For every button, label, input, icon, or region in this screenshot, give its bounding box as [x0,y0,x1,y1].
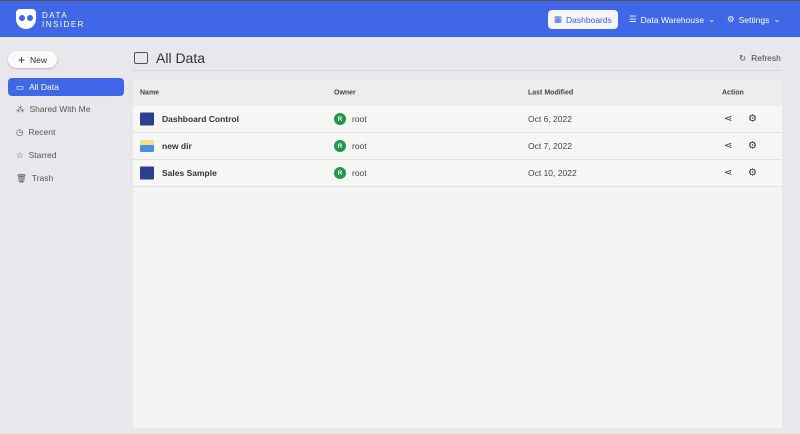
data-table: Name Owner Last Modified Action Dashboar… [133,80,782,428]
column-owner[interactable]: Owner [334,89,356,97]
star-icon: ☆ [16,149,24,160]
sidebar-item-label: Trash [31,173,54,183]
avatar: R [334,113,346,125]
share-icon[interactable]: ⋖ [724,140,733,152]
folder-icon [140,140,154,152]
new-button[interactable]: + New [8,51,57,68]
column-action: Action [722,89,744,97]
share-icon: ⁂ [16,103,25,114]
dashboard-icon [140,166,154,180]
trash-icon: 🗑 [16,172,27,183]
clock-icon: ◷ [16,126,24,137]
nav-label: Dashboards [566,14,612,25]
brand-line1: DATA [42,11,69,20]
nav-data-warehouse[interactable]: ☰ Data Warehouse ⌄ [623,10,721,29]
share-icon[interactable]: ⋖ [724,167,733,179]
gear-icon: ⚙ [727,14,735,24]
avatar: R [334,140,346,152]
share-icon[interactable]: ⋖ [724,113,733,125]
owner-name: root [352,141,367,151]
refresh-icon: ↻ [739,53,747,63]
database-icon: ☰ [629,14,637,24]
item-name[interactable]: Sales Sample [162,168,217,178]
divider [133,70,782,71]
nav-label: Data Warehouse [640,14,705,25]
last-modified: Oct 10, 2022 [528,168,577,178]
brand-line2: INSIDER [42,20,85,29]
owner-name: root [352,114,367,124]
nav-dashboards[interactable]: ▦ Dashboards [548,10,618,29]
plus-icon: + [17,52,25,67]
gear-icon[interactable]: ⚙ [748,140,757,152]
sidebar-item-label: Shared With Me [29,104,91,114]
sidebar-item-trash[interactable]: 🗑 Trash [8,169,124,187]
column-last-modified[interactable]: Last Modified [528,89,574,97]
table-row[interactable]: Sales Sample R root Oct 10, 2022 ⋖ ⚙ [133,160,782,187]
avatar: R [334,167,346,179]
chevron-down-icon: ⌄ [773,14,781,24]
item-name[interactable]: Dashboard Control [162,114,239,124]
item-name[interactable]: new dir [162,141,192,151]
sidebar-item-shared-with-me[interactable]: ⁂ Shared With Me [8,100,124,118]
table-row[interactable]: new dir R root Oct 7, 2022 ⋖ ⚙ [133,133,782,160]
nav-label: Settings [738,14,770,25]
sidebar-item-all-data[interactable]: ▭ All Data [8,78,124,96]
gear-icon[interactable]: ⚙ [748,167,757,179]
last-modified: Oct 6, 2022 [528,114,572,124]
last-modified: Oct 7, 2022 [528,141,572,151]
owl-logo-icon[interactable] [16,9,36,29]
new-label: New [30,54,48,65]
brand: DATA INSIDER [42,11,85,29]
sidebar-item-starred[interactable]: ☆ Starred [8,146,124,164]
dashboard-icon: ▦ [554,14,563,24]
top-bar: DATA INSIDER ▦ Dashboards ☰ Data Warehouse ⌄… [0,0,800,37]
table-row[interactable]: Dashboard Control R root Oct 6, 2022 ⋖ ⚙ [133,106,782,133]
table-header: Name Owner Last Modified Action [133,80,782,106]
sidebar-item-recent[interactable]: ◷ Recent [8,123,124,141]
chevron-down-icon: ⌄ [708,14,716,24]
nav-settings[interactable]: ⚙ Settings ⌄ [721,10,786,29]
refresh-label: Refresh [751,53,781,63]
page-title: All Data [156,50,206,66]
owner-name: root [352,168,367,178]
gear-icon[interactable]: ⚙ [748,113,757,125]
sidebar-item-label: Recent [28,127,56,137]
dashboard-icon [140,112,154,126]
column-name[interactable]: Name [140,89,160,97]
refresh-button[interactable]: ↻ Refresh [739,53,781,64]
folder-icon [134,52,148,64]
sidebar-item-label: All Data [29,82,59,92]
folder-icon: ▭ [16,81,25,92]
sidebar-item-label: Starred [28,150,57,160]
